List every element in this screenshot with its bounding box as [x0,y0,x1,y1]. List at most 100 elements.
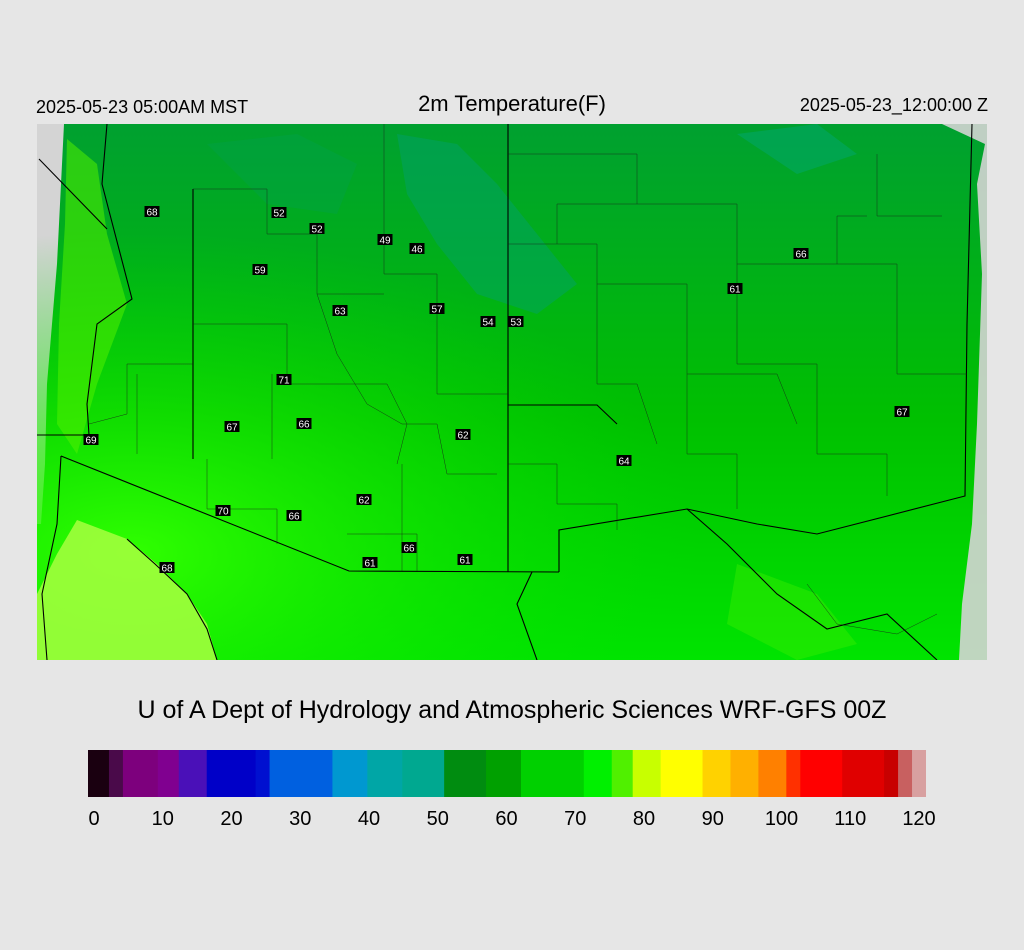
colorbar-swatch [583,750,592,797]
colorbar-swatch [108,750,117,797]
colorbar-swatch [765,750,773,797]
colorbar-swatch [451,750,459,797]
colorbar-swatch [409,750,417,797]
colorbar-swatch [611,750,620,797]
colorbar-swatch [171,750,180,797]
station-temperature-value: 69 [85,436,97,447]
colorbar-swatch [255,750,264,797]
colorbar-swatch [814,750,822,797]
credit-line: U of A Dept of Hydrology and Atmospheric… [137,696,887,724]
colorbar-swatch [311,750,320,797]
station-label-box [727,283,743,294]
colorbar-swatch [164,750,173,797]
colorbar-swatch [136,750,145,797]
station-label-box [377,234,393,245]
colorbar-swatch [625,750,634,797]
station-temperature-value: 61 [459,556,471,567]
colorbar-swatch [465,750,473,797]
colorbar-swatch [430,750,438,797]
colorbar-swatch [416,750,424,797]
colorbar-swatch [129,750,138,797]
colorbar-swatch [444,750,452,797]
colorbar-swatch [905,750,913,797]
station-temperature-value: 61 [729,285,741,296]
colorbar-swatch [737,750,746,797]
station-label-box [362,557,378,568]
colorbar-swatch [541,750,550,797]
colorbar-swatch [569,750,578,797]
station-temperature-value: 52 [273,209,285,220]
colorbar-swatch [486,750,494,797]
colorbar-swatch [912,750,920,797]
station-temperature-value: 71 [278,376,290,387]
colorbar-swatch [828,750,836,797]
colorbar-swatch [395,750,403,797]
colorbar-swatch [458,750,466,797]
colorbar-swatch [744,750,753,797]
colorbar-swatch [919,750,926,797]
station-label-box [429,303,445,314]
station-temperature-value: 66 [795,250,807,261]
colorbar-swatch [178,750,187,797]
colorbar-swatch [213,750,222,797]
colorbar-swatch [262,750,271,797]
colorbar-swatch [227,750,236,797]
colorbar-swatch [472,750,480,797]
colorbar-swatch [639,750,648,797]
colorbar-swatch [730,750,739,797]
colorbar-swatch [842,750,850,797]
colorbar-swatch [192,750,201,797]
colorbar-swatch [234,750,243,797]
map-title: 2m Temperature(F) [418,91,606,116]
colorbar-swatch [835,750,843,797]
colorbar-swatch [681,750,690,797]
colorbar-swatch [122,750,131,797]
temperature-map: 68 52 52 49 46 59 63 57 54 53 61 66 71 67 66 62 69 62 64 70… [37,124,987,660]
colorbar-swatch [479,750,487,797]
colorbar-swatch [325,750,334,797]
colorbar-ticks: 0 10 20 30 40 50 60 70 80 90 100 110 120 [0,808,1024,838]
station-temperature-value: 67 [226,423,238,434]
colorbar-swatch [290,750,299,797]
colorbar-swatch [520,750,529,797]
colorbar-swatch [513,750,522,797]
colorbar-swatch [500,750,508,797]
station-temperature-value: 66 [298,420,310,431]
colorbar-swatch [800,750,808,797]
station-temperature-value: 68 [161,564,173,575]
station-temperature-value: 57 [431,305,443,316]
colorbar-swatch [716,750,725,797]
station-temperature-value: 49 [379,236,391,247]
colorbar-swatch [653,750,662,797]
colorbar-tick-label: 120 [902,808,936,830]
station-label-box [508,316,524,327]
colorbar-swatch [660,750,669,797]
colorbar-swatch [143,750,152,797]
colorbar-swatch [856,750,864,797]
colorbar-tick-label: 20 [220,808,243,830]
colorbar-swatch [723,750,732,797]
colorbar-swatch [604,750,613,797]
colorbar-swatch [402,750,410,797]
colorbar-swatch [115,750,124,797]
station-temperature-value: 64 [618,457,630,468]
station-label-box [83,434,99,445]
colorbar-swatch [269,750,278,797]
colorbar-swatch [884,750,892,797]
colorbar-swatch [339,750,347,797]
station-label-box [159,562,175,573]
station-label-box [309,223,325,234]
colorbar-tick-label: 10 [151,808,174,830]
station-temperature-value: 52 [311,225,323,236]
colorbar-swatch [206,750,215,797]
colorbar-swatch [199,750,208,797]
colorbar-tick-label: 40 [357,808,381,830]
station-temperature-value: 53 [510,318,522,329]
colorbar-swatch [898,750,906,797]
colorbar-swatch [381,750,389,797]
colorbar-swatch [527,750,536,797]
station-label-box [616,455,632,466]
colorbar-swatch [688,750,697,797]
station-label-box [332,305,348,316]
colorbar-swatch [576,750,585,797]
